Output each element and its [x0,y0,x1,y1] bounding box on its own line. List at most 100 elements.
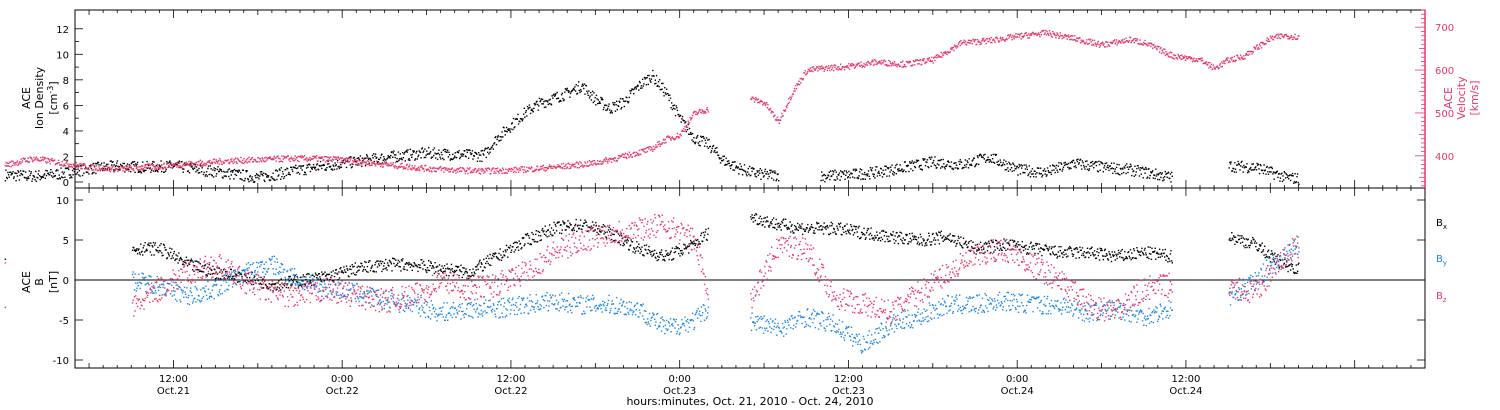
velocity-series-point [626,153,629,155]
velocity-series-point [388,163,390,166]
density-series-point [860,178,862,181]
density-series-point [937,159,939,162]
velocity-series-point [1129,37,1132,39]
density-series-point [336,159,339,162]
bx-series-point [416,264,418,267]
velocity-series-point [153,166,155,168]
velocity-series-point [149,168,151,170]
density-series-point [1139,169,1141,171]
velocity-series-point [894,64,896,67]
density-series-point [438,153,441,156]
velocity-series-point [536,165,539,168]
density-series-point [471,153,473,155]
density-series-point [729,167,732,170]
velocity-series-point [1074,39,1077,41]
velocity-series-point [840,69,842,71]
density-series-point [422,151,424,154]
bx-series-point [397,259,400,262]
density-series-point [1107,164,1109,167]
density-series-point [26,179,28,181]
density-series-point [78,174,80,176]
velocity-series-point [1217,66,1219,68]
velocity-series-point [1084,43,1087,45]
density-series-point [1019,173,1022,175]
density-series-point [1233,171,1235,173]
density-series-point [1238,162,1240,165]
velocity-series-point [19,163,22,165]
density-series-point [762,176,765,178]
density-series-point [50,169,52,171]
density-series-point [140,171,142,173]
density-series-point [188,172,191,174]
velocity-series-point [1245,52,1247,55]
density-series-point [1046,167,1049,169]
velocity-series-point [442,167,444,169]
velocity-series-point [476,170,478,173]
density-series-point [621,106,623,109]
density-series-point [1253,168,1256,171]
density-series-point [479,154,482,156]
velocity-series-point [786,106,788,109]
velocity-series-point [834,64,837,67]
velocity-series-point [510,167,513,170]
density-series-point [613,104,615,106]
velocity-series-point [239,160,241,163]
bx-series-point [377,260,379,262]
velocity-series-point [1256,44,1258,46]
velocity-series-point [364,161,366,163]
velocity-series-point [1179,57,1181,59]
velocity-series-point [1081,40,1084,42]
density-series-point [73,170,76,173]
bx-series-point [142,254,144,256]
velocity-series-point [756,99,758,101]
density-series-point [605,104,608,107]
density-series-point [1024,172,1026,174]
bx-series-point [237,272,239,274]
velocity-series-point [787,102,789,105]
velocity-series-point [1181,58,1184,60]
density-series-point [512,128,514,131]
density-series-point [911,160,913,162]
velocity-series-point [703,110,705,112]
velocity-series-point [498,172,500,174]
velocity-series-point [853,64,855,66]
density-series-point [861,173,863,175]
density-series-point [1043,170,1045,172]
density-series-point [234,173,236,176]
velocity-series-point [878,62,880,64]
velocity-series-point [163,162,165,165]
velocity-series-point [230,160,232,162]
density-series-point [452,158,455,160]
density-series-point [833,171,835,173]
bx-series-point [149,251,151,253]
bx-series-point [459,269,461,271]
density-series-point [541,98,544,101]
density-series-point [869,167,872,169]
velocity-series-point [145,163,147,166]
bx-series-point [455,265,457,267]
velocity-series-point [232,162,234,165]
density-series-point [683,120,686,122]
density-series-point [133,164,135,166]
density-series-point [1028,165,1030,167]
velocity-series-point [207,161,209,163]
velocity-series-point [1261,41,1263,44]
velocity-series-point [173,163,175,165]
density-series-point [465,156,467,158]
velocity-series-point [369,159,372,162]
velocity-series-point [304,158,306,160]
velocity-series-point [957,46,959,48]
density-series-point [581,85,583,87]
density-series-point [248,181,250,183]
bx-series-point [452,275,455,277]
density-series-point [28,177,30,180]
density-series-point [533,102,536,105]
density-series-point [712,145,714,148]
bx-series-point [402,268,405,270]
density-series-point [1265,173,1267,175]
velocity-series-point [502,168,505,171]
bx-series-point [485,262,487,265]
velocity-series-point [1047,33,1049,35]
bx-series-point [317,273,320,275]
density-series-point [495,143,498,146]
